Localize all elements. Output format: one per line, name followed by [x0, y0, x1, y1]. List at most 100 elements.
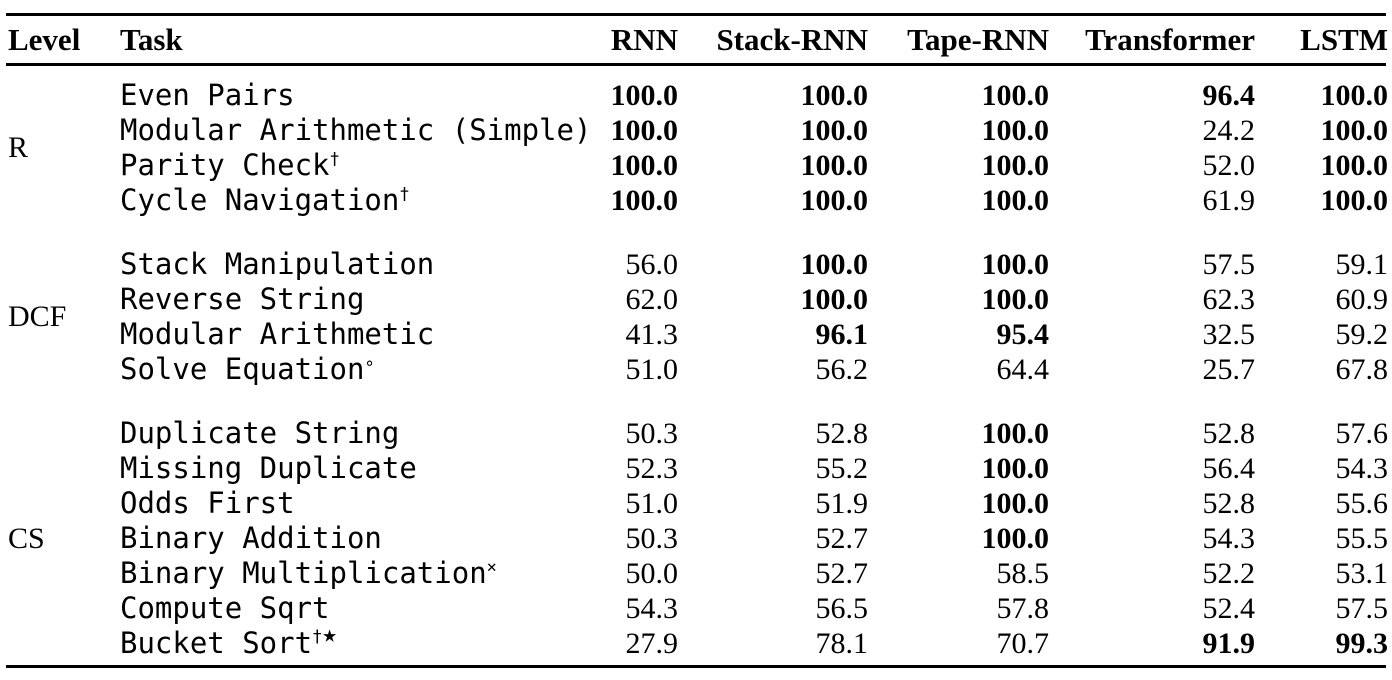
score-cell: 57.8 [996, 591, 1050, 625]
score-cell: 50.3 [625, 521, 679, 555]
score-cell: 96.1 [815, 317, 869, 351]
score-cell: 100.0 [981, 183, 1050, 217]
task-name: Stack Manipulation [120, 246, 435, 281]
score-cell: 51.0 [625, 352, 679, 386]
task-group-dcf: DCF Stack Manipulation 56.0 100.0 100.0 57.5 5… [8, 247, 1392, 387]
task-name: Modular Arithmetic (Simple) [120, 112, 592, 147]
table-row: Even Pairs 100.0 100.0 100.0 96.4 100.0 [120, 78, 1392, 113]
column-header-lstm: LSTM [1300, 22, 1388, 57]
score-cell: 59.1 [1335, 247, 1389, 281]
task-name: Modular Arithmetic [120, 316, 435, 351]
table-top-rule [6, 13, 1386, 16]
score-cell: 67.8 [1335, 352, 1389, 386]
score-cell: 64.4 [996, 352, 1050, 386]
table-body: R Even Pairs 100.0 100.0 100.0 96.4 100.0 Modul… [0, 66, 1392, 661]
score-cell: 52.0 [1202, 148, 1256, 182]
score-cell: 56.5 [815, 591, 869, 625]
score-cell: 54.3 [1335, 451, 1389, 485]
table-row: Bucket Sort†★ 27.9 78.1 70.7 91.9 99.3 [120, 619, 1392, 661]
score-cell: 57.5 [1335, 591, 1389, 625]
task-group-r: R Even Pairs 100.0 100.0 100.0 96.4 100.0 Modul… [8, 78, 1392, 218]
score-cell: 24.2 [1202, 113, 1256, 147]
task-name: Compute Sqrt [120, 590, 330, 625]
score-cell: 51.9 [815, 486, 869, 520]
task-superscript: ∘ [364, 352, 375, 373]
score-cell: 100.0 [1320, 183, 1389, 217]
score-cell: 52.8 [815, 416, 869, 450]
score-cell: 100.0 [800, 282, 869, 316]
score-cell: 96.4 [1202, 78, 1256, 112]
table-row: Missing Duplicate 52.3 55.2 100.0 56.4 54.3 [120, 451, 1392, 486]
score-cell: 100.0 [800, 113, 869, 147]
score-cell: 100.0 [981, 521, 1050, 555]
table-row: Modular Arithmetic 41.3 96.1 95.4 32.5 59.2 [120, 317, 1392, 352]
table-row: Odds First 51.0 51.9 100.0 52.8 55.6 [120, 486, 1392, 521]
score-cell: 56.2 [815, 352, 869, 386]
score-cell: 60.9 [1335, 282, 1389, 316]
score-cell: 62.3 [1202, 282, 1256, 316]
score-cell: 56.4 [1202, 451, 1256, 485]
score-cell: 100.0 [1320, 148, 1389, 182]
score-cell: 61.9 [1202, 183, 1256, 217]
task-group-cs: CS Duplicate String 50.3 52.8 100.0 52.8 57.6 M… [8, 416, 1392, 661]
task-superscript: †★ [312, 619, 337, 648]
score-cell: 78.1 [815, 626, 869, 660]
level-label: CS [8, 521, 45, 555]
score-cell: 100.0 [800, 247, 869, 281]
level-label: DCF [8, 300, 67, 333]
score-cell: 54.3 [1202, 521, 1256, 555]
level-label: R [8, 131, 29, 164]
score-cell: 59.2 [1335, 317, 1389, 351]
table-row: Binary Addition 50.3 52.7 100.0 54.3 55.5 [120, 521, 1392, 556]
task-name: Binary Addition [120, 520, 382, 555]
task-name: Cycle Navigation† [120, 182, 410, 217]
table-row: Cycle Navigation† 100.0 100.0 100.0 61.9 100.… [120, 183, 1392, 218]
score-cell: 52.2 [1202, 556, 1256, 590]
score-cell: 91.9 [1202, 626, 1256, 660]
table-bottom-rule [6, 664, 1386, 668]
table-header-rule [6, 63, 1386, 66]
results-table-page: Level Task RNN Stack-RNN Tape-RNN Transf… [0, 13, 1392, 680]
table-row: Stack Manipulation 56.0 100.0 100.0 57.5 59.1 [120, 247, 1392, 282]
score-cell: 52.7 [815, 521, 869, 555]
score-cell: 52.7 [815, 556, 869, 590]
table-row: Duplicate String 50.3 52.8 100.0 52.8 57.6 [120, 416, 1392, 451]
column-header-transformer: Transformer [1085, 22, 1255, 57]
score-cell: 41.3 [625, 317, 679, 351]
task-name: Duplicate String [120, 415, 400, 450]
score-cell: 100.0 [981, 486, 1050, 520]
score-cell: 51.0 [625, 486, 679, 520]
score-cell: 52.8 [1202, 416, 1256, 450]
task-name: Parity Check† [120, 147, 340, 182]
column-header-task: Task [120, 22, 183, 57]
task-name: Reverse String [120, 281, 365, 316]
score-cell: 100.0 [610, 78, 679, 112]
score-cell: 55.6 [1335, 486, 1389, 520]
score-cell: 56.0 [625, 247, 679, 281]
score-cell: 100.0 [981, 416, 1050, 450]
score-cell: 52.8 [1202, 486, 1256, 520]
score-cell: 100.0 [981, 78, 1050, 112]
score-cell: 62.0 [625, 282, 679, 316]
score-cell: 100.0 [1320, 78, 1389, 112]
task-name: Bucket Sort†★ [120, 619, 337, 660]
score-cell: 52.3 [625, 451, 679, 485]
score-cell: 100.0 [800, 148, 869, 182]
score-cell: 100.0 [981, 148, 1050, 182]
score-cell: 58.5 [996, 556, 1050, 590]
score-cell: 32.5 [1202, 317, 1256, 351]
task-name: Odds First [120, 485, 295, 520]
task-name: Missing Duplicate [120, 450, 417, 485]
score-cell: 53.1 [1335, 556, 1389, 590]
score-cell: 27.9 [625, 626, 679, 660]
score-cell: 100.0 [981, 451, 1050, 485]
table-header-row: Level Task RNN Stack-RNN Tape-RNN Transf… [0, 16, 1392, 63]
column-header-stack-rnn: Stack-RNN [716, 22, 868, 57]
score-cell: 100.0 [610, 113, 679, 147]
score-cell: 100.0 [800, 78, 869, 112]
score-cell: 100.0 [800, 183, 869, 217]
task-superscript: × [486, 556, 497, 577]
task-name: Even Pairs [120, 77, 295, 112]
score-cell: 70.7 [996, 626, 1050, 660]
score-cell: 100.0 [610, 183, 679, 217]
